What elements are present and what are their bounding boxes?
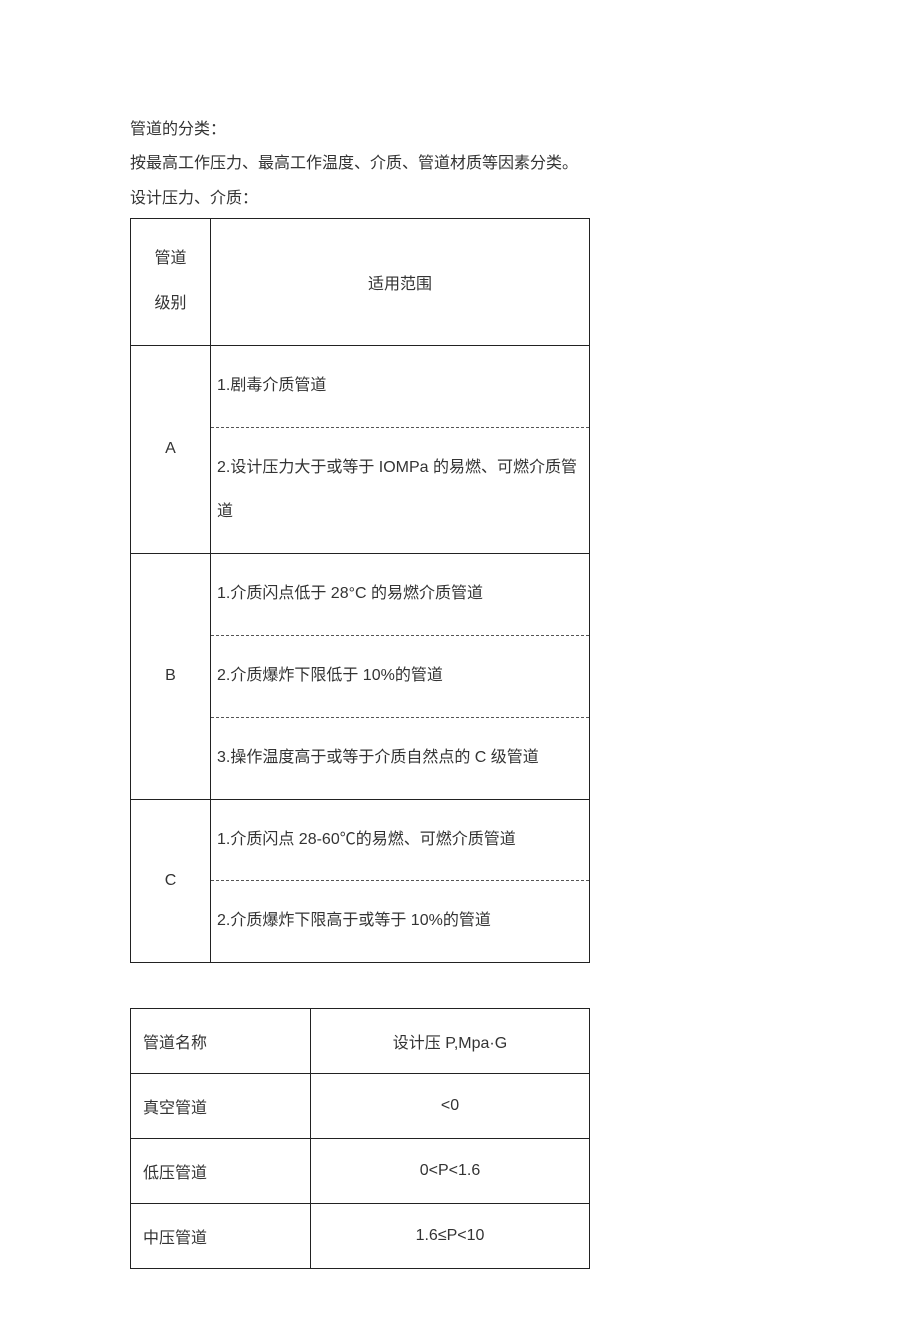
level-cell: C <box>131 799 211 963</box>
table-row: 真空管道<0 <box>131 1074 590 1139</box>
scope-item: 2.设计压力大于或等于 IOMPa 的易燃、可燃介质管道 <box>211 428 589 554</box>
pressure-value-cell: <0 <box>311 1074 590 1139</box>
scope-item: 1.介质闪点低于 28°C 的易燃介质管道 <box>211 554 589 636</box>
scope-cell: 1.介质闪点 28-60℃的易燃、可燃介质管道2.介质爆炸下限高于或等于 10%… <box>211 799 590 963</box>
level-cell: A <box>131 345 211 553</box>
scope-cell: 1.介质闪点低于 28°C 的易燃介质管道2.介质爆炸下限低于 10%的管道3.… <box>211 554 590 799</box>
scope-item: 3.操作温度高于或等于介质自然点的 C 级管道 <box>211 718 589 799</box>
table-row: 低压管道0<P<1.6 <box>131 1139 590 1204</box>
header-design-pressure: 设计压 P,Mpa·G <box>311 1009 590 1074</box>
header-pipe-name: 管道名称 <box>131 1009 311 1074</box>
scope-item: 1.介质闪点 28-60℃的易燃、可燃介质管道 <box>211 800 589 882</box>
intro-line-1: 管道的分类： <box>130 115 790 145</box>
table-row: C1.介质闪点 28-60℃的易燃、可燃介质管道2.介质爆炸下限高于或等于 10… <box>131 799 590 963</box>
pipe-name-cell: 低压管道 <box>131 1139 311 1204</box>
pipe-name-cell: 中压管道 <box>131 1204 311 1269</box>
table-row: 中压管道1.6≤P<10 <box>131 1204 590 1269</box>
table-row: A1.剧毒介质管道2.设计压力大于或等于 IOMPa 的易燃、可燃介质管道 <box>131 345 590 553</box>
scope-item: 1.剧毒介质管道 <box>211 346 589 428</box>
header-pipe-level: 管道级别 <box>131 219 211 346</box>
pressure-value-cell: 0<P<1.6 <box>311 1139 590 1204</box>
pipe-level-table-body: 管道级别适用范围A1.剧毒介质管道2.设计压力大于或等于 IOMPa 的易燃、可… <box>131 219 590 963</box>
pipe-name-cell: 真空管道 <box>131 1074 311 1139</box>
pipe-pressure-table-body: 管道名称设计压 P,Mpa·G真空管道<0低压管道0<P<1.6中压管道1.6≤… <box>131 1009 590 1269</box>
scope-cell: 1.剧毒介质管道2.设计压力大于或等于 IOMPa 的易燃、可燃介质管道 <box>211 345 590 553</box>
intro-line-2: 按最高工作压力、最高工作温度、介质、管道材质等因素分类。 <box>130 149 790 179</box>
pipe-level-table: 管道级别适用范围A1.剧毒介质管道2.设计压力大于或等于 IOMPa 的易燃、可… <box>130 218 590 963</box>
table-header-row: 管道名称设计压 P,Mpa·G <box>131 1009 590 1074</box>
header-scope: 适用范围 <box>211 219 590 346</box>
intro-line-3: 设计压力、介质： <box>130 184 790 214</box>
pipe-pressure-table: 管道名称设计压 P,Mpa·G真空管道<0低压管道0<P<1.6中压管道1.6≤… <box>130 1008 590 1269</box>
pressure-value-cell: 1.6≤P<10 <box>311 1204 590 1269</box>
table-header-row: 管道级别适用范围 <box>131 219 590 346</box>
level-cell: B <box>131 554 211 799</box>
scope-item: 2.介质爆炸下限低于 10%的管道 <box>211 636 589 718</box>
table-row: B1.介质闪点低于 28°C 的易燃介质管道2.介质爆炸下限低于 10%的管道3… <box>131 554 590 799</box>
scope-item: 2.介质爆炸下限高于或等于 10%的管道 <box>211 881 589 962</box>
